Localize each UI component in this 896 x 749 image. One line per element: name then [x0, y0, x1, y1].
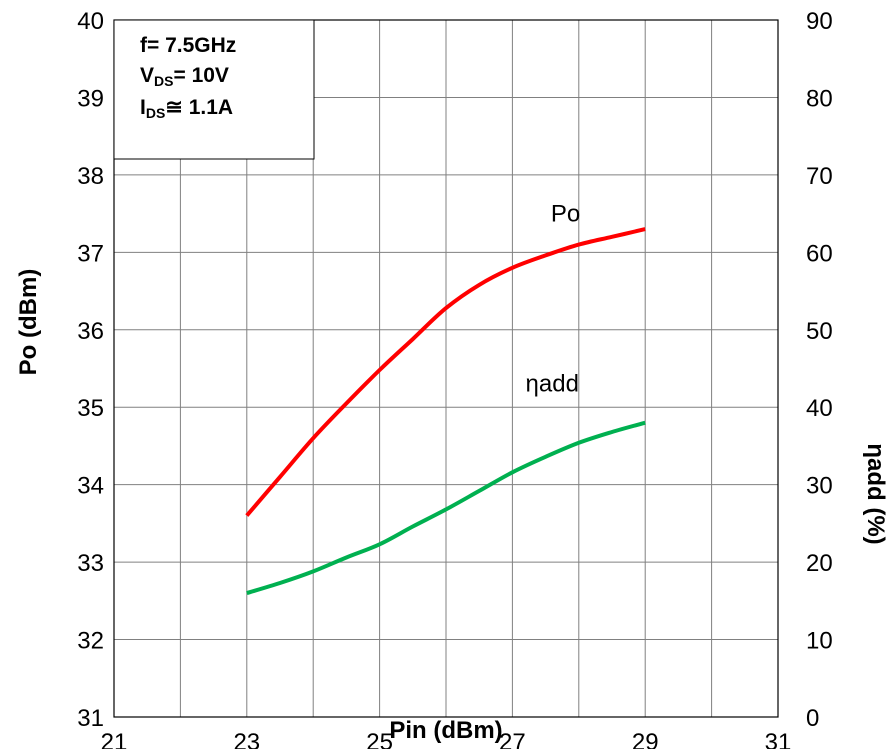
y-tick-label: 31 — [77, 705, 104, 732]
series-label-1: ηadd — [526, 371, 579, 398]
y-tick-label: 37 — [77, 240, 104, 267]
plot-frame — [113, 19, 779, 718]
series-labels: Po ηadd — [526, 200, 581, 397]
condition-vds: VDS= 10V — [140, 64, 229, 89]
y-axis-ticks: 31 32 33 34 35 36 37 38 39 40 — [77, 8, 104, 732]
series-layer — [245, 227, 646, 596]
y2-tick-label: 20 — [806, 550, 833, 577]
y2-tick-label: 70 — [806, 163, 833, 190]
series-line-1 — [246, 420, 646, 596]
series-line-0 — [245, 227, 646, 517]
x-axis-ticks: 21 23 25 27 29 31 — [101, 729, 792, 749]
conditions-box-frame — [113, 19, 315, 160]
x-axis-title: Pin (dBm) — [389, 717, 502, 744]
series-label-0: Po — [551, 200, 580, 227]
y2-axis-title: ηadd (%) — [862, 443, 889, 544]
y2-tick-label: 0 — [806, 705, 819, 732]
y-axis-title: Po (dBm) — [15, 269, 42, 376]
y-tick-label: 40 — [77, 8, 104, 35]
y-tick-label: 32 — [77, 628, 104, 655]
y2-tick-label: 50 — [806, 318, 833, 345]
conditions-box: f= 7.5GHz VDS= 10V IDS≅ 1.1A — [113, 19, 315, 160]
y2-tick-label: 90 — [806, 8, 833, 35]
y-tick-label: 34 — [77, 473, 104, 500]
y2-tick-label: 30 — [806, 473, 833, 500]
y2-tick-label: 60 — [806, 240, 833, 267]
x-tick-label: 31 — [765, 729, 792, 749]
y2-axis-ticks: 0 10 20 30 40 50 60 70 80 90 — [806, 8, 833, 732]
y-tick-label: 36 — [77, 318, 104, 345]
x-tick-label: 25 — [366, 729, 393, 749]
condition-ids: IDS≅ 1.1A — [140, 96, 233, 121]
condition-frequency: f= 7.5GHz — [140, 34, 236, 57]
y-tick-label: 39 — [77, 85, 104, 112]
y-tick-label: 35 — [77, 395, 104, 422]
x-tick-label: 23 — [233, 729, 260, 749]
y2-tick-label: 80 — [806, 85, 833, 112]
y2-tick-label: 10 — [806, 628, 833, 655]
x-tick-label: 27 — [499, 729, 526, 749]
y2-tick-label: 40 — [806, 395, 833, 422]
y-tick-label: 33 — [77, 550, 104, 577]
y-tick-label: 38 — [77, 163, 104, 190]
x-tick-label: 29 — [632, 729, 659, 749]
x-tick-label: 21 — [101, 729, 128, 749]
